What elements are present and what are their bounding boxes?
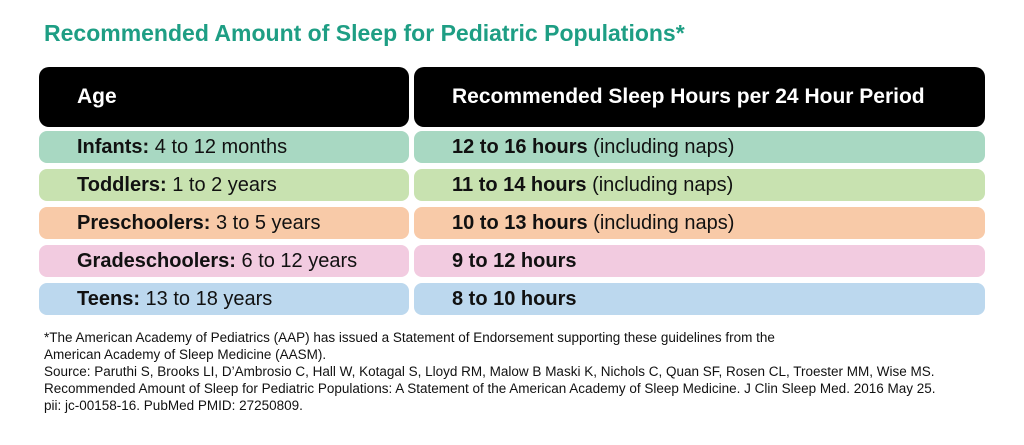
row-gradeschoolers-hours: 9 to 12 hours [414, 245, 985, 277]
sleep-note: (including naps) [593, 135, 735, 158]
source-line: pii: jc-00158-16. PubMed PMID: 27250809. [44, 398, 303, 413]
row-toddlers-hours: 11 to 14 hours (including naps) [414, 169, 985, 201]
age-range: 13 to 18 years [145, 287, 273, 310]
sleep-hours: 8 to 10 hours [452, 287, 577, 310]
sleep-note: (including naps) [592, 173, 734, 196]
age-range: 3 to 5 years [215, 211, 321, 234]
row-teens-age: Teens: 13 to 18 years [39, 283, 409, 315]
sleep-hours: 9 to 12 hours [452, 249, 577, 272]
age-range: 1 to 2 years [172, 173, 277, 196]
age-range: 6 to 12 years [241, 249, 358, 272]
sleep-hours: 10 to 13 hours [452, 211, 588, 234]
age-group-label: Infants: [77, 135, 150, 158]
header-hours: Recommended Sleep Hours per 24 Hour Peri… [414, 67, 985, 127]
sleep-note: (including naps) [593, 211, 735, 234]
age-group-label: Gradeschoolers: [77, 249, 236, 272]
age-group-label: Preschoolers: [77, 211, 211, 234]
footnote-line: *The American Academy of Pediatrics (AAP… [44, 330, 775, 345]
age-group-label: Toddlers: [77, 173, 167, 196]
row-infants-age: Infants: 4 to 12 months [39, 131, 409, 163]
footnote-line: American Academy of Sleep Medicine (AASM… [44, 347, 327, 362]
source-line: Source: Paruthi S, Brooks LI, D’Ambrosio… [44, 364, 935, 379]
row-toddlers-age: Toddlers: 1 to 2 years [39, 169, 409, 201]
source-line: Recommended Amount of Sleep for Pediatri… [44, 381, 936, 396]
sleep-hours: 12 to 16 hours [452, 135, 588, 158]
age-group-label: Teens: [77, 287, 140, 310]
row-gradeschoolers-age: Gradeschoolers: 6 to 12 years [39, 245, 409, 277]
header-age: Age [39, 67, 409, 127]
sleep-hours: 11 to 14 hours [452, 173, 587, 196]
row-infants-hours: 12 to 16 hours (including naps) [414, 131, 985, 163]
row-preschoolers-hours: 10 to 13 hours (including naps) [414, 207, 985, 239]
page-title: Recommended Amount of Sleep for Pediatri… [44, 20, 685, 46]
row-preschoolers-age: Preschoolers: 3 to 5 years [39, 207, 409, 239]
age-range: 4 to 12 months [154, 135, 288, 158]
row-teens-hours: 8 to 10 hours [414, 283, 985, 315]
footnote: *The American Academy of Pediatrics (AAP… [44, 329, 1004, 414]
